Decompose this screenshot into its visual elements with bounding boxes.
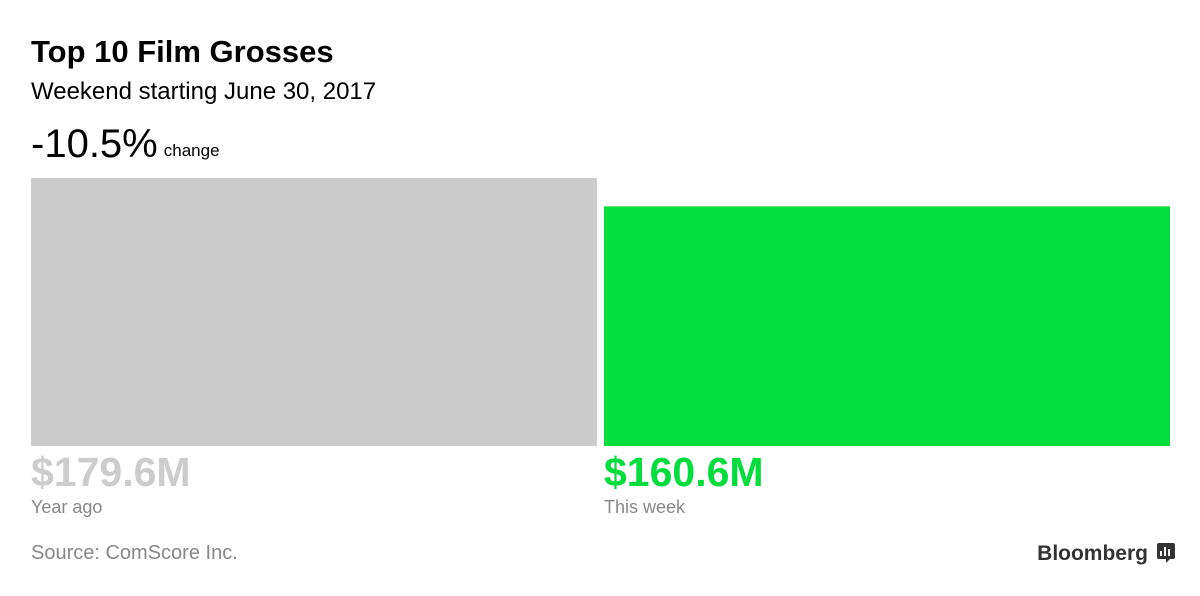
category-label: Year ago xyxy=(31,497,102,517)
chart-title: Top 10 Film Grosses xyxy=(31,34,334,69)
bar xyxy=(604,206,1170,446)
source: Source: ComScore Inc. xyxy=(31,542,238,564)
logo-icon xyxy=(1157,543,1175,563)
bar xyxy=(31,178,597,446)
category-label: This week xyxy=(604,497,686,517)
change-caption: change xyxy=(164,141,220,160)
chart-subtitle: Weekend starting June 30, 2017 xyxy=(31,78,376,105)
logo: Bloomberg xyxy=(1037,542,1148,565)
value-label: $179.6M xyxy=(31,449,191,495)
change-value: -10.5% xyxy=(31,122,158,166)
value-label: $160.6M xyxy=(604,449,764,495)
